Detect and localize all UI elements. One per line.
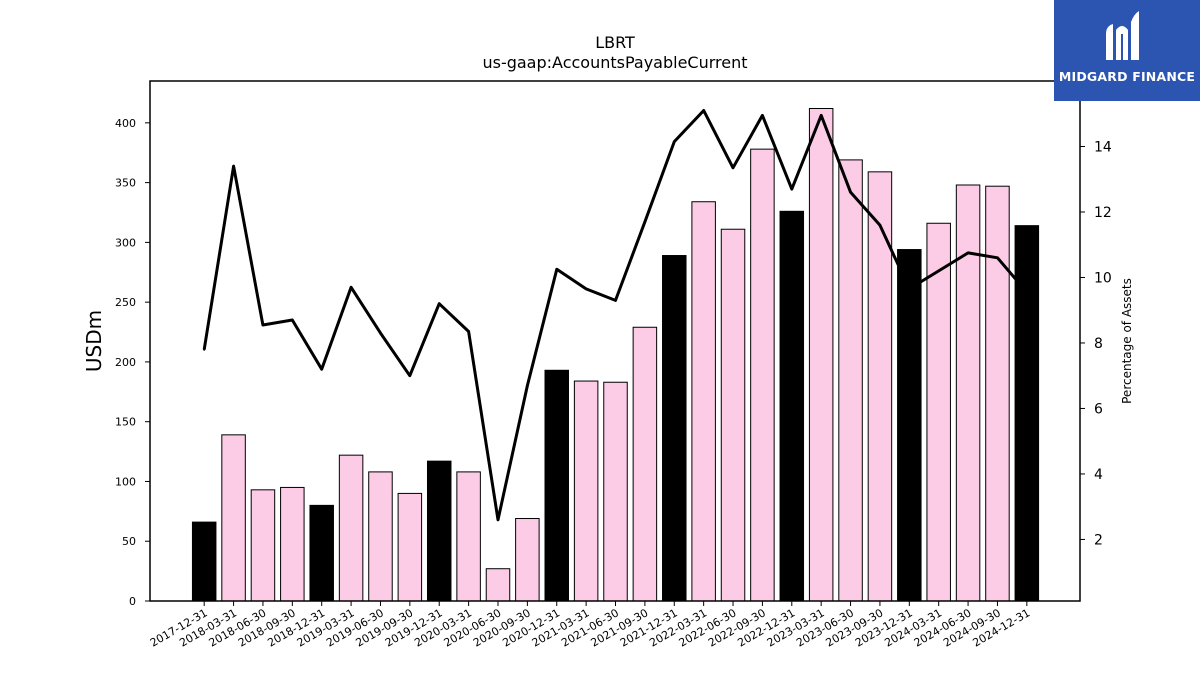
y-tick-label-250: 250	[115, 296, 136, 309]
bar-2023-12-31	[897, 249, 922, 602]
y-tick-label-150: 150	[115, 416, 136, 429]
bar-series	[191, 107, 1040, 602]
bar-2017-12-31	[191, 521, 217, 602]
midgard-finance-logo: MIDGARD FINANCE	[1054, 0, 1200, 101]
bar-2020-03-31	[456, 471, 481, 602]
y-tick-label-350: 350	[115, 177, 136, 190]
y-tick-label-0: 0	[129, 595, 136, 608]
logo-text: MIDGARD FINANCE	[1058, 69, 1196, 84]
line-point-2021-09-30	[643, 220, 647, 224]
line-point-2018-09-30	[291, 318, 294, 322]
bar-2018-09-30	[280, 486, 305, 602]
y2-tick-label-12: 12	[1094, 205, 1112, 221]
line-point-2022-09-30	[761, 114, 764, 117]
line-point-2020-03-31	[467, 330, 470, 333]
bar-2023-06-30	[838, 159, 863, 602]
bar-2019-03-31	[338, 454, 364, 602]
bar-2023-09-30	[867, 171, 893, 602]
line-point-2019-12-31	[438, 302, 441, 305]
line-point-2017-12-31	[202, 348, 206, 351]
bar-2022-06-30	[720, 228, 746, 602]
y2-tick-label-10: 10	[1094, 270, 1112, 286]
bar-2022-09-30	[750, 148, 775, 602]
line-point-2024-03-31	[937, 269, 940, 273]
chart-title: LBRT	[595, 33, 635, 52]
line-point-2024-12-31	[1025, 291, 1029, 294]
line-point-2022-03-31	[702, 109, 705, 112]
bar-2021-09-30	[632, 326, 658, 602]
y-tick-label-400: 400	[115, 117, 136, 130]
bar-2020-09-30	[515, 518, 540, 602]
line-point-2019-06-30	[379, 331, 382, 335]
plot-frame	[149, 80, 1081, 602]
y2-tick-label-14: 14	[1094, 139, 1112, 155]
bar-2021-03-31	[573, 380, 599, 602]
bar-2023-03-31	[808, 107, 834, 602]
line-point-2020-12-31	[555, 268, 558, 271]
y2-tick-label-4: 4	[1094, 467, 1103, 483]
line-point-2023-12-31	[908, 287, 911, 291]
bar-2024-03-31	[926, 222, 951, 602]
y2-axis-label: Percentage of Assets	[1120, 278, 1134, 404]
line-point-2020-09-30	[526, 384, 529, 387]
bar-2020-12-31	[544, 369, 569, 602]
line-point-2024-09-30	[996, 256, 999, 260]
bar-2019-12-31	[426, 460, 452, 602]
line-point-2023-09-30	[878, 223, 882, 227]
bar-2021-06-30	[603, 381, 628, 602]
bar-2024-09-30	[985, 185, 1010, 602]
logo-mark-icon	[1106, 11, 1139, 60]
chart-subtitle: us-gaap:AccountsPayableCurrent	[482, 53, 747, 72]
y2-tick-label-8: 8	[1094, 336, 1103, 352]
line-point-2021-06-30	[614, 299, 617, 302]
bar-2020-06-30	[485, 568, 511, 602]
bar-2019-09-30	[397, 492, 423, 602]
bar-2018-06-30	[250, 489, 276, 602]
bar-2019-06-30	[368, 471, 393, 602]
line-point-2022-06-30	[731, 166, 735, 169]
bar-2022-12-31	[779, 210, 805, 602]
line-point-2018-06-30	[261, 323, 265, 327]
line-point-2019-03-31	[349, 286, 353, 289]
line-point-2024-06-30	[966, 251, 970, 255]
line-point-2023-06-30	[849, 191, 852, 194]
bar-2024-06-30	[955, 184, 981, 602]
line-point-2018-12-31	[320, 367, 323, 371]
line-point-2019-09-30	[408, 374, 412, 377]
y-tick-label-300: 300	[115, 236, 136, 249]
line-point-2023-03-31	[819, 114, 823, 117]
bar-2018-03-31	[221, 434, 246, 602]
y2-tick-label-2: 2	[1094, 532, 1103, 548]
line-point-2018-03-31	[232, 164, 235, 168]
line-point-2020-06-30	[496, 518, 500, 521]
line-point-2021-03-31	[584, 287, 588, 291]
line-series	[202, 109, 1029, 522]
line-point-2022-12-31	[790, 187, 793, 191]
bar-2021-12-31	[662, 255, 687, 602]
bar-2022-03-31	[691, 201, 716, 602]
y-tick-label-200: 200	[115, 356, 136, 369]
y-tick-label-100: 100	[115, 475, 136, 488]
y-axis-label: USDm	[82, 310, 106, 372]
bar-2018-12-31	[309, 504, 334, 602]
y-tick-label-50: 50	[122, 535, 136, 548]
line-point-2021-12-31	[673, 140, 676, 143]
y2-tick-label-6: 6	[1094, 401, 1103, 417]
